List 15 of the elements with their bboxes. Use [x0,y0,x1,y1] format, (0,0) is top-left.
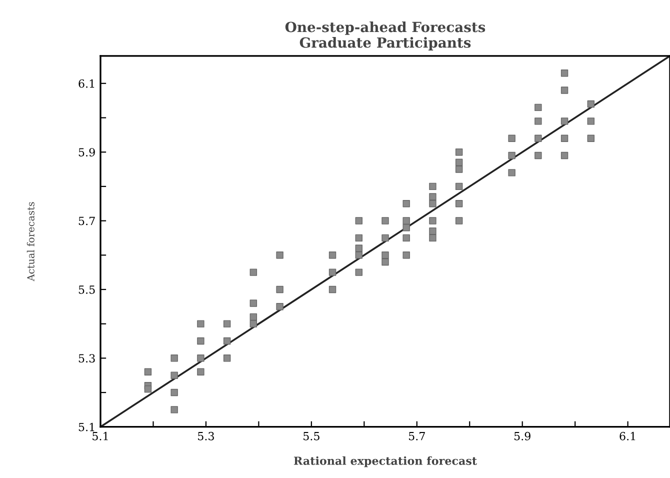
y-tick-label: 5.1 [78,422,94,432]
y-tick-label: 5.3 [78,354,95,363]
x-tick-label: 5.1 [92,432,108,440]
y-axis-title: Actual forecasts [26,202,34,282]
y-tick-label: 5.9 [78,148,95,156]
y-tick-label: 5.5 [78,286,95,294]
x-tick-label: 5.7 [409,432,425,440]
y-tick-label: 6.1 [78,79,94,88]
chart-title: One-step-ahead Forecasts Graduate Participants [285,21,486,50]
y-tick-label: 5.7 [78,216,95,226]
x-tick-label: 5.5 [304,432,320,440]
x-tick-label: 5.9 [514,432,530,440]
x-tick-label: 6.1 [620,432,636,440]
x-tick-label: 5.3 [198,432,214,440]
x-axis-title: Rational expectation forecast [294,456,478,468]
